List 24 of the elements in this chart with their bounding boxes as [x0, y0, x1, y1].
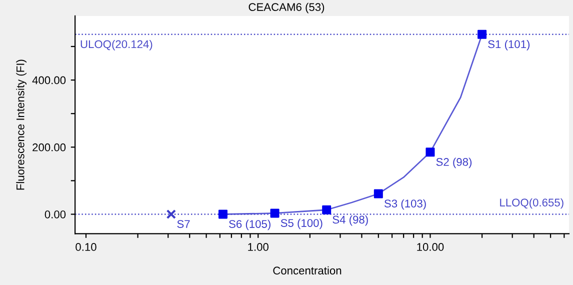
- point: [270, 208, 280, 218]
- annotation: S6 (105): [229, 220, 270, 230]
- y-tick-label: 0.00: [44, 210, 66, 218]
- point: [426, 148, 435, 157]
- y-tick-label: 200.00: [32, 143, 66, 152]
- ref-line-label: LLOQ(0.655): [500, 198, 564, 209]
- annotation: S3 (103): [384, 199, 426, 210]
- ref-line-label: ULOQ(20.124): [80, 40, 152, 50]
- point: [218, 210, 228, 219]
- x-tick-label: 10.00: [417, 243, 444, 251]
- point: [322, 205, 332, 214]
- x-tick-label: 1.00: [248, 243, 268, 251]
- annotation: S7: [177, 220, 190, 228]
- x-axis-title: Concentration: [273, 266, 342, 275]
- y-axis-title: Fluorescence Intensity (FI): [16, 60, 26, 190]
- annotation: S4 (98): [332, 215, 368, 226]
- chart-title: CEACAM6 (53): [248, 2, 324, 14]
- annotation: S2 (98): [436, 158, 472, 168]
- point: [478, 30, 487, 39]
- annotation: S5 (100): [280, 218, 322, 230]
- annotation: S1 (101): [488, 40, 530, 50]
- x-tick-label: 0.10: [76, 243, 96, 251]
- y-tick-label: 400.00: [32, 76, 66, 84]
- point: [374, 189, 383, 198]
